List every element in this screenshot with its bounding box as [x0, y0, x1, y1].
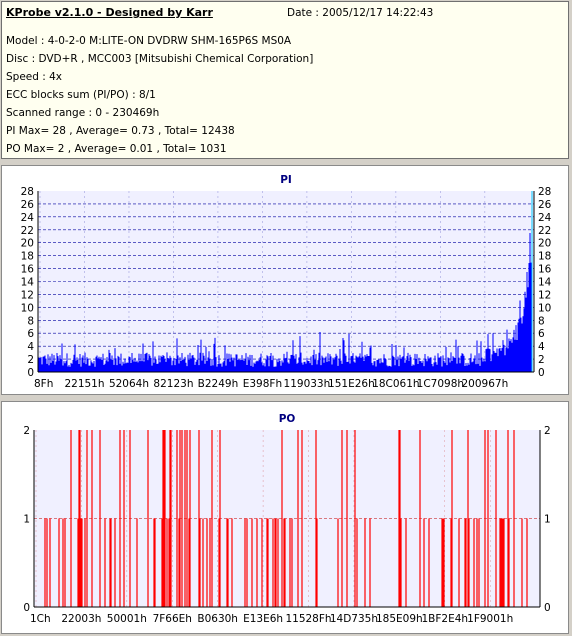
x-tick-label: 1C7098h: [417, 378, 464, 390]
y-tick-label-right: 0: [538, 367, 545, 379]
chart-title: PO: [279, 413, 296, 425]
y-tick-label-right: 12: [538, 289, 551, 301]
y-tick-label-left: 12: [21, 289, 34, 301]
y-tick-label-left: 0: [27, 367, 34, 379]
x-tick-label: 22003h: [61, 613, 101, 625]
y-tick-label-right: 2: [538, 354, 545, 366]
x-tick-label: 22151h: [64, 378, 104, 390]
y-tick-label-right: 0: [544, 602, 551, 614]
y-tick-label-left: 8: [27, 315, 34, 327]
y-tick-label-left: 26: [21, 199, 35, 211]
x-tick-label: 1BF2E4h: [421, 613, 468, 625]
ecc-blocks: ECC blocks sum (PI/PO) : 8/1: [6, 89, 156, 101]
y-tick-label-right: 6: [538, 328, 545, 340]
y-tick-label-left: 0: [23, 602, 30, 614]
y-tick-label-left: 1: [23, 514, 30, 526]
x-tick-label: 11528Fh: [285, 613, 331, 625]
x-tick-label: 1F9001h: [467, 613, 513, 625]
app-title: KProbe v2.1.0 - Designed by Karr: [6, 6, 213, 19]
po-chart: PO 0 0 1 1 2 2 1Ch 22003h 50001h 7F66Eh B0630h E13E6…: [23, 413, 551, 625]
y-tick-label-left: 24: [21, 212, 35, 224]
y-tick-label-right: 28: [538, 186, 551, 198]
po-chart-panel: PO 0 0 1 1 2 2 1Ch 22003h 50001h 7F66Eh B0630h E13E6…: [1, 401, 569, 634]
x-tick-label: 52064h: [109, 378, 149, 390]
x-tick-label: 200967h: [461, 378, 508, 390]
y-tick-label-right: 10: [538, 302, 551, 314]
y-tick-label-right: 16: [538, 264, 552, 276]
scanned-range: Scanned range : 0 - 230469h: [6, 107, 160, 119]
y-tick-label-right: 18: [538, 251, 551, 263]
y-tick-label-left: 2: [27, 354, 34, 366]
y-tick-label-left: 2: [23, 425, 30, 437]
info-panel: KProbe v2.1.0 - Designed by Karr Date : …: [1, 1, 569, 159]
chart-title: PI: [280, 174, 292, 186]
x-tick-label: E13E6h: [243, 613, 283, 625]
y-tick-label-left: 16: [21, 264, 35, 276]
y-tick-label-right: 22: [538, 225, 551, 237]
x-tick-label: E398Fh: [243, 378, 282, 390]
y-tick-label-left: 20: [21, 238, 34, 250]
y-tick-label-left: 4: [27, 341, 34, 353]
x-tick-label: 82123h: [153, 378, 193, 390]
y-tick-label-right: 8: [538, 315, 545, 327]
x-tick-label: 185E09h: [376, 613, 423, 625]
pi-stats: PI Max= 28 , Average= 0.73 , Total= 1243…: [6, 125, 235, 137]
scan-speed: Speed : 4x: [6, 71, 63, 83]
disc-type: Disc : DVD+R , MCC003 [Mitsubishi Chemic…: [6, 53, 314, 65]
y-tick-label-right: 1: [544, 514, 551, 526]
po-stats: PO Max= 2 , Average= 0.01 , Total= 1031: [6, 143, 227, 155]
x-tick-label: 50001h: [107, 613, 147, 625]
x-tick-label: B2249h: [198, 378, 239, 390]
y-tick-label-left: 10: [21, 302, 34, 314]
x-tick-label: 119033h: [284, 378, 331, 390]
x-tick-label: 8Fh: [34, 378, 53, 390]
y-tick-label-right: 4: [538, 341, 545, 353]
y-tick-label-left: 28: [21, 186, 34, 198]
x-tick-label: 14D735h: [330, 613, 378, 625]
po-bars: [44, 430, 528, 607]
pi-bars: [38, 191, 533, 372]
y-tick-label-right: 14: [538, 277, 552, 289]
y-tick-label-right: 26: [538, 199, 552, 211]
x-tick-label: 1Ch: [30, 613, 51, 625]
drive-model: Model : 4-0-2-0 M:LITE-ON DVDRW SHM-165P…: [6, 35, 292, 47]
x-tick-label: 7F66Eh: [153, 613, 192, 625]
x-tick-label: 18C061h: [372, 378, 419, 390]
y-tick-label-left: 6: [27, 328, 34, 340]
y-tick-label-left: 22: [21, 225, 34, 237]
y-tick-label-left: 14: [21, 277, 35, 289]
y-tick-label-right: 20: [538, 238, 551, 250]
x-tick-label: B0630h: [197, 613, 238, 625]
pi-chart-panel: PI 0 0 2 2 4 4 6 6 8 8 10 10 12 12 14 14 16 16 18 18 20 20 22 22…: [1, 165, 569, 395]
x-tick-label: 151E26h: [328, 378, 375, 390]
y-tick-label-right: 24: [538, 212, 552, 224]
y-tick-label-left: 18: [21, 251, 34, 263]
scan-date: Date : 2005/12/17 14:22:43: [287, 7, 434, 19]
y-tick-label-right: 2: [544, 425, 551, 437]
